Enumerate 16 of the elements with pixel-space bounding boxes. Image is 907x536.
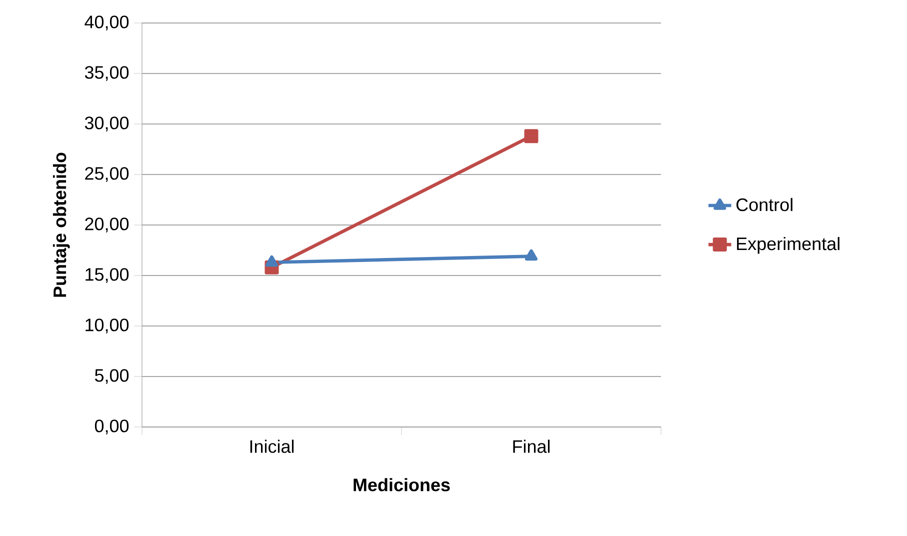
- y-tick-label: 0,00: [94, 420, 129, 434]
- y-tick-label: 10,00: [86, 318, 129, 334]
- y-axis-title: Puntaje obtenido: [52, 152, 70, 297]
- y-tick-label: 30,00: [84, 116, 129, 132]
- legend-label: Experimental: [737, 236, 840, 254]
- legend-label: Control: [736, 198, 792, 212]
- point: [524, 129, 538, 144]
- x-tick-label: Final: [513, 440, 550, 453]
- y-tick-label: 25,00: [85, 167, 129, 182]
- x-tick-label: Inicial: [250, 440, 294, 453]
- y-tick-label: 40,00: [84, 16, 129, 30]
- x-axis-title: Mediciones: [354, 478, 450, 492]
- y-tick-label: 5,00: [94, 369, 129, 384]
- y-tick-label: 15,00: [86, 268, 129, 283]
- y-tick-label: 35,00: [84, 66, 129, 81]
- y-tick-label: 20,00: [85, 218, 129, 232]
